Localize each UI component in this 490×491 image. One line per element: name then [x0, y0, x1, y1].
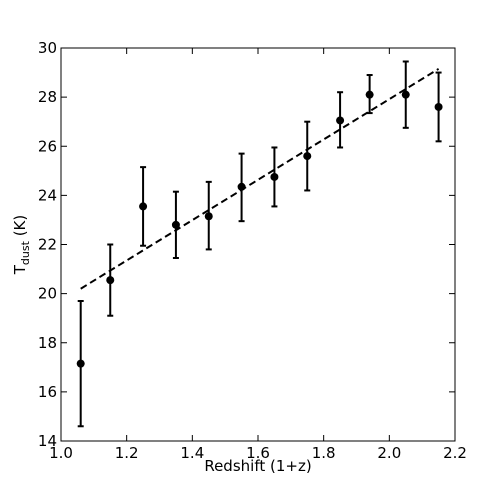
- data-point: [401, 90, 410, 99]
- data-point: [204, 212, 213, 221]
- x-axis-label: Redshift (1+z): [204, 457, 311, 475]
- data-point: [139, 202, 148, 211]
- y-tick-label: 20: [38, 285, 57, 303]
- y-tick-label: 14: [38, 432, 57, 450]
- y-axis-label-unit: (K): [11, 215, 29, 241]
- data-point: [76, 359, 85, 368]
- y-tick-label: 30: [38, 39, 57, 57]
- x-tick-label: 1.2: [115, 444, 139, 462]
- y-tick-label: 24: [38, 186, 57, 204]
- data-point: [434, 102, 443, 111]
- x-ticks: [60, 48, 456, 441]
- y-axis-label-subscript: dust: [19, 240, 32, 265]
- fit-line: [80, 68, 440, 290]
- y-tick-label: 18: [38, 334, 57, 352]
- x-tick-label: 1.6: [246, 444, 270, 462]
- data-point: [270, 172, 279, 181]
- y-axis-label: Tdust (K): [11, 215, 32, 275]
- y-tick-label: 16: [38, 383, 57, 401]
- y-axis-label-main: T: [11, 264, 29, 275]
- error-bars: [77, 60, 442, 428]
- fit-line-group: [80, 68, 440, 290]
- data-point: [237, 182, 246, 191]
- data-point: [336, 116, 345, 125]
- x-tick-label: 1.4: [180, 444, 204, 462]
- x-tick-labels: 1.0 1.2 1.4 1.6 1.8 2.0 2.2: [49, 444, 467, 462]
- y-tick-label: 26: [38, 137, 57, 155]
- x-tick-label: 2.2: [443, 444, 467, 462]
- data-point: [303, 152, 312, 161]
- x-tick-label: 1.0: [49, 444, 73, 462]
- x-tick-label: 1.8: [312, 444, 336, 462]
- x-tick-label: 2.0: [377, 444, 401, 462]
- y-tick-label: 22: [38, 236, 57, 254]
- y-tick-labels: 14 16 18 20 22 24 26 28 30: [38, 39, 57, 450]
- data-points: [76, 90, 443, 368]
- plot-frame: [60, 47, 456, 442]
- y-tick-label: 28: [38, 88, 57, 106]
- data-point: [365, 90, 374, 99]
- data-point: [106, 276, 115, 285]
- y-ticks: [61, 47, 455, 442]
- data-point: [171, 220, 180, 229]
